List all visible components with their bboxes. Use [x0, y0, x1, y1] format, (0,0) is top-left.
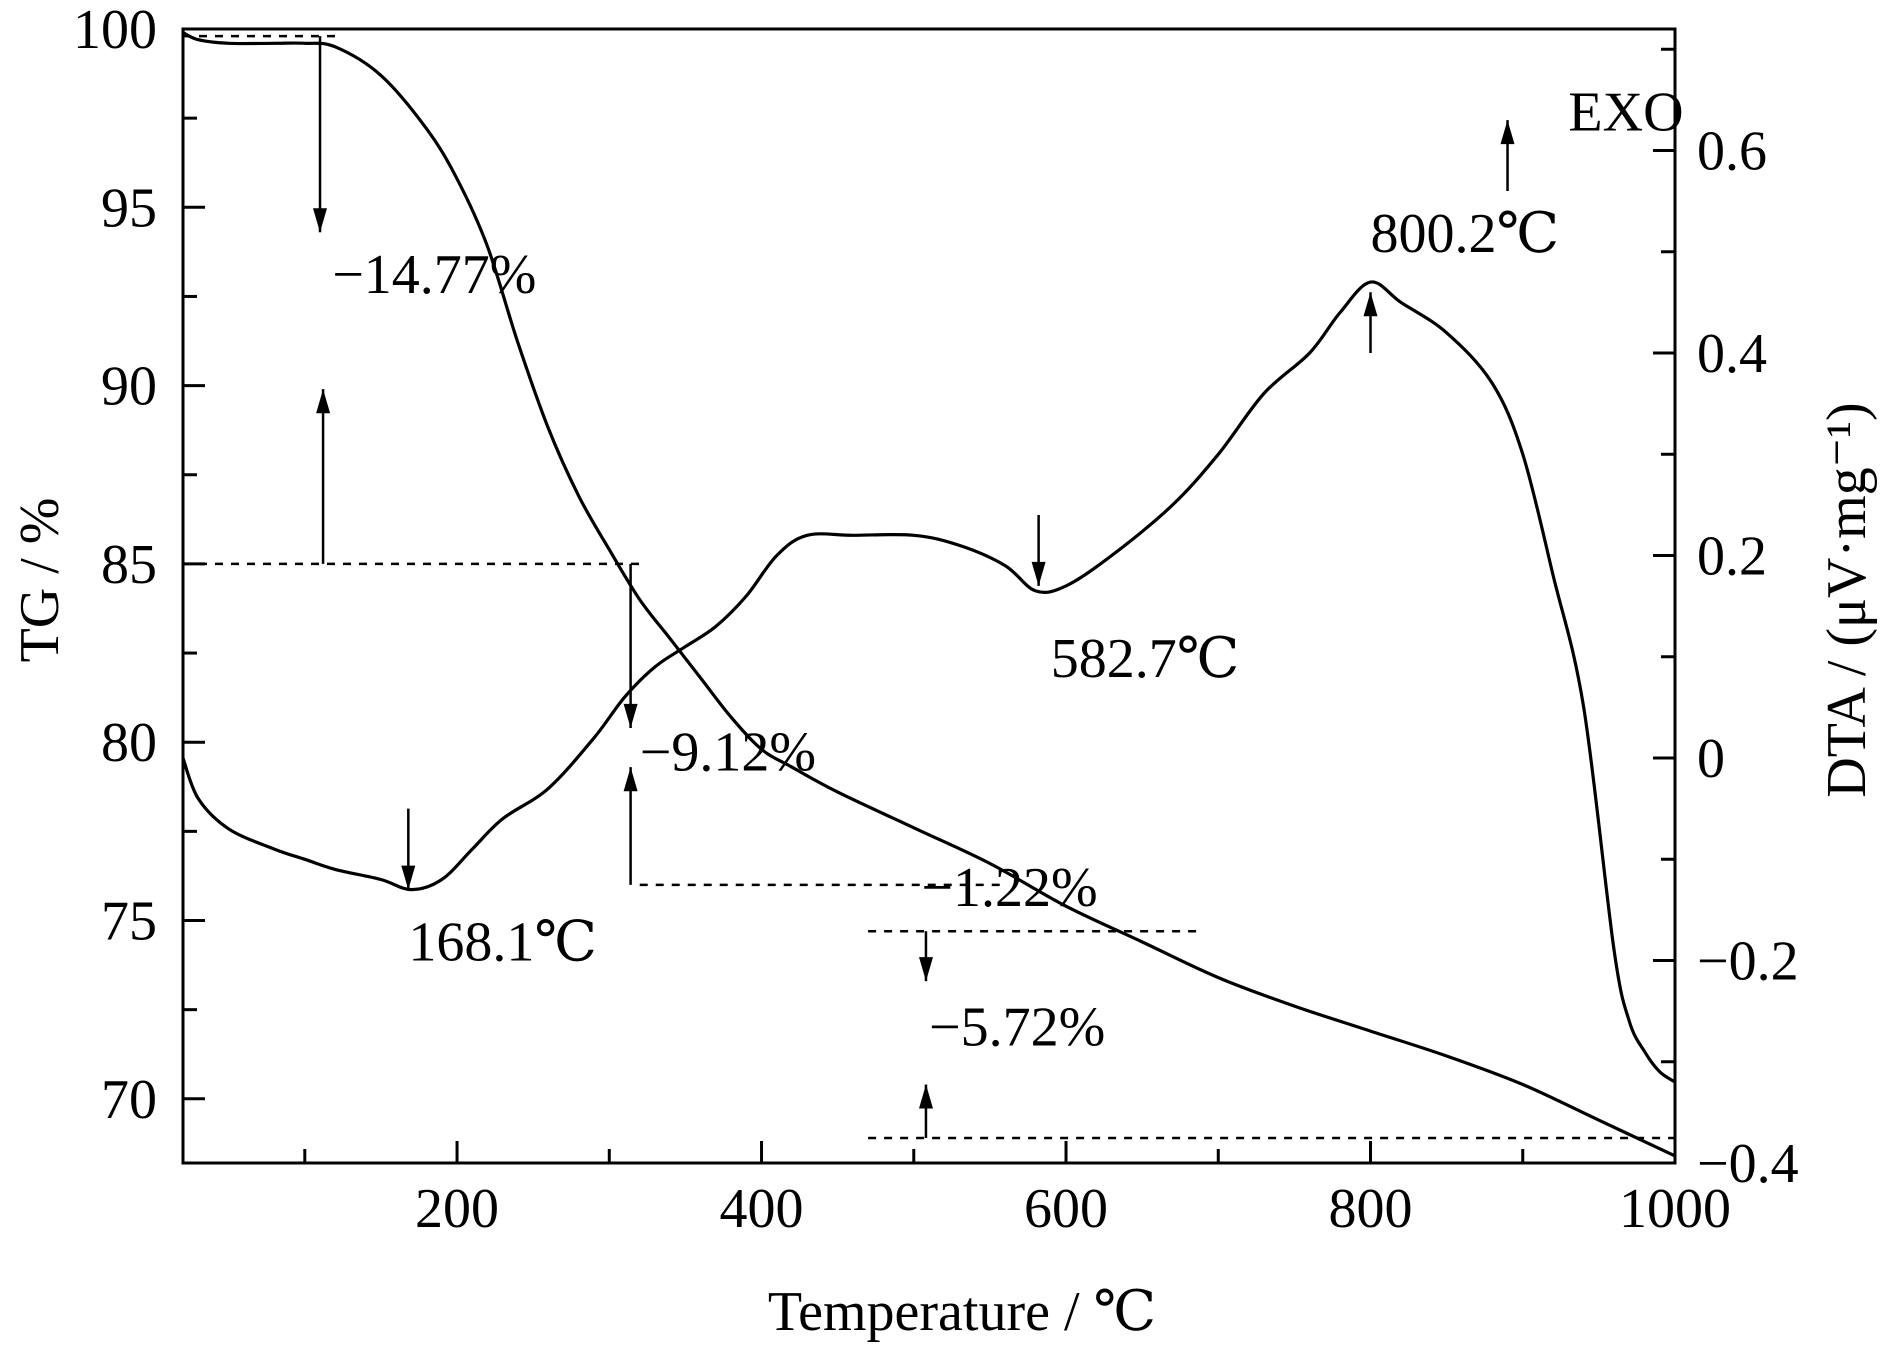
- annotation-label: −14.77%: [332, 244, 536, 306]
- y-left-tick-label: 80: [101, 712, 157, 774]
- arrow-head: [316, 389, 331, 414]
- arrow-head: [623, 767, 638, 792]
- arrow-head: [313, 208, 327, 233]
- x-tick-label: 400: [720, 1178, 804, 1240]
- y-right-tick-label: −0.2: [1697, 931, 1799, 993]
- ticks-layer: 200 400 600 800 1000 70 75 80 85 90 95 100 −0.4 −0.2 0…: [73, 0, 1799, 1240]
- y-left-tick-label: 100: [73, 0, 157, 61]
- y-right-tick-label: 0: [1697, 728, 1725, 790]
- x-axis-title: Temperature / ℃: [768, 1281, 1156, 1343]
- arrow-head: [919, 957, 933, 982]
- dta-curve: [181, 280, 1676, 1084]
- annotation-label: EXO: [1568, 81, 1683, 143]
- annotation-label: 800.2℃: [1371, 203, 1560, 265]
- arrow-head: [1031, 561, 1046, 586]
- plot-frame: [181, 27, 1677, 1165]
- y-right-tick-label: −0.4: [1697, 1133, 1799, 1195]
- annotation-label: 582.7℃: [1051, 628, 1240, 690]
- arrow-head: [401, 865, 416, 890]
- x-tick-label: 200: [415, 1178, 499, 1240]
- annotation-label: −5.72%: [929, 996, 1105, 1058]
- arrow-head: [623, 703, 638, 728]
- x-tick-label: 800: [1329, 1178, 1413, 1240]
- lines-layer: [181, 31, 1676, 1158]
- x-tick-label: 1000: [1619, 1178, 1731, 1240]
- tg-curve: [182, 31, 1676, 1158]
- y-right-tick-label: 0.6: [1697, 121, 1767, 183]
- annotation-label: 168.1℃: [408, 912, 597, 974]
- y-left-tick-label: 75: [101, 891, 157, 953]
- annotation-label: −9.12%: [640, 722, 816, 784]
- y-left-tick-label: 90: [101, 356, 157, 418]
- arrow-head: [919, 1084, 933, 1109]
- y-left-tick-label: 85: [101, 534, 157, 596]
- y-right-tick-label: 0.4: [1697, 323, 1767, 385]
- y-left-tick-label: 95: [101, 177, 157, 239]
- y-axis-right-title: DTA / (μV·mg⁻¹): [1816, 402, 1878, 797]
- y-axis-left-title: TG / %: [9, 498, 71, 663]
- x-tick-label: 600: [1024, 1178, 1108, 1240]
- arrow-head: [1500, 120, 1515, 145]
- y-left-tick-label: 70: [101, 1069, 157, 1131]
- arrow-head: [1363, 292, 1378, 317]
- marks-layer: −14.77% −9.12% −1.22% −5.72% 168.1℃ 582.7℃ 800…: [313, 36, 1684, 1139]
- y-right-tick-label: 0.2: [1697, 526, 1767, 588]
- annotation-label: −1.22%: [921, 857, 1097, 919]
